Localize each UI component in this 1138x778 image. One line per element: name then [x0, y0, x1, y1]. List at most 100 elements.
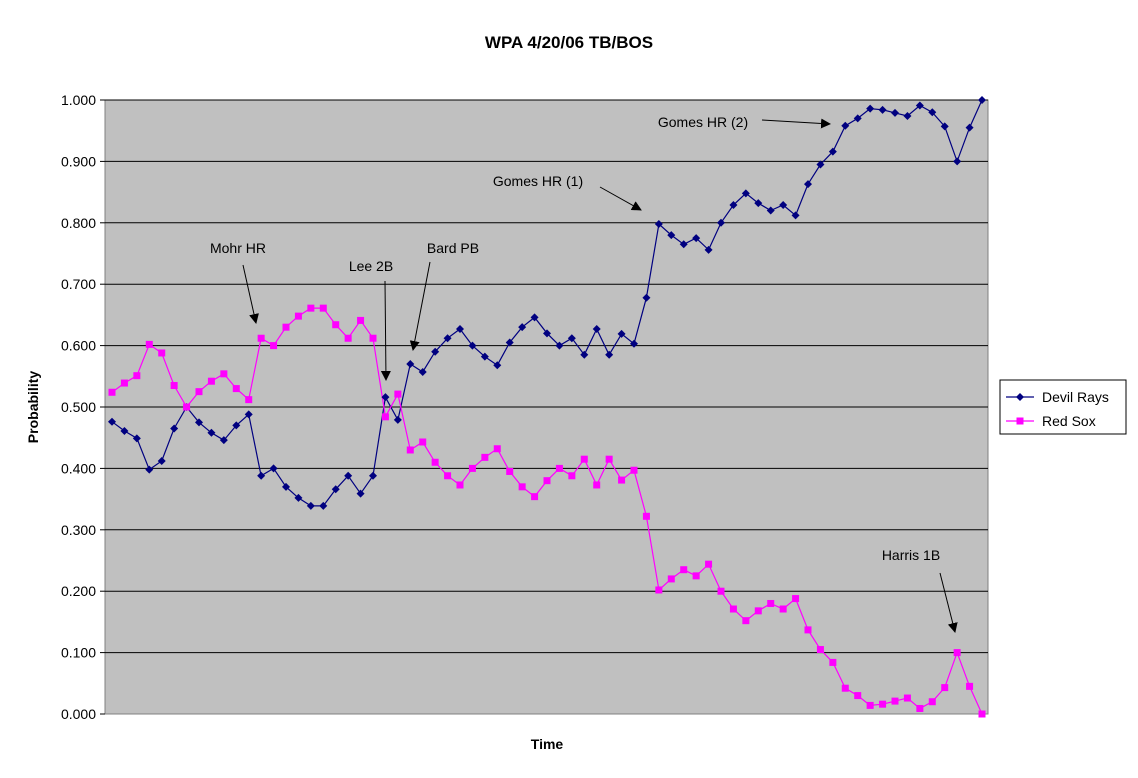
devil-rays-point: [580, 350, 589, 359]
red-sox-point: [966, 682, 974, 690]
red-sox-point: [220, 370, 228, 378]
red-sox-point: [456, 481, 464, 489]
legend-label-devil-rays: Devil Rays: [1042, 389, 1109, 405]
annotation-bard-pb: Bard PB: [427, 240, 479, 256]
devil-rays-point: [294, 493, 303, 502]
series-markers: [108, 96, 986, 718]
red-sox-point: [754, 607, 762, 615]
devil-rays-point: [306, 501, 315, 510]
annotations: Mohr HR Lee 2B Bard PB Gomes HR (1) Gomes HR…: [210, 114, 958, 633]
red-sox-point: [767, 599, 775, 607]
devil-rays-point: [244, 410, 253, 419]
devil-rays-point: [518, 323, 527, 332]
red-sox-point: [742, 617, 750, 625]
devil-rays-point: [965, 123, 974, 132]
red-sox-point: [928, 698, 936, 706]
red-sox-point: [133, 372, 141, 380]
red-sox-point: [680, 566, 688, 574]
devil-rays-point: [319, 501, 328, 510]
annotation-mohr-hr: Mohr HR: [210, 240, 266, 256]
red-sox-point: [792, 595, 800, 603]
devil-rays-point: [493, 361, 502, 370]
devil-rays-point: [878, 105, 887, 114]
devil-rays-point: [170, 424, 179, 433]
red-sox-point: [431, 458, 439, 466]
devil-rays-point: [418, 368, 427, 377]
y-tick-label: 0.500: [61, 399, 96, 415]
red-sox-point: [232, 385, 240, 393]
annotation-gomes-hr-2: Gomes HR (2): [658, 114, 748, 130]
devil-rays-point: [282, 482, 290, 491]
red-sox-point: [518, 483, 526, 491]
annotation-arrow: [939, 572, 958, 633]
devil-rays-point: [729, 200, 738, 209]
red-sox-point: [183, 403, 191, 411]
devil-rays-point: [642, 293, 651, 302]
red-sox-point: [568, 472, 576, 480]
devil-rays-point: [356, 489, 365, 498]
x-axis-title: Time: [531, 736, 564, 752]
red-sox-point: [618, 476, 626, 484]
legend-box: [999, 379, 1127, 435]
devil-rays-point: [741, 189, 750, 198]
red-sox-point: [854, 692, 862, 700]
red-sox-point: [655, 586, 663, 594]
devil-rays-point: [207, 428, 216, 437]
red-sox-point: [381, 413, 389, 421]
red-sox-point: [978, 710, 986, 718]
red-sox-point: [468, 464, 476, 472]
red-sox-point: [692, 572, 700, 580]
red-sox-point: [394, 390, 402, 398]
y-tick-label: 0.900: [61, 153, 96, 169]
devil-rays-point: [953, 157, 962, 166]
red-sox-point: [953, 649, 961, 657]
devil-rays-point: [915, 101, 924, 110]
red-sox-point: [170, 382, 178, 390]
red-sox-point: [642, 512, 650, 520]
y-tick-label: 0.000: [61, 706, 96, 722]
devil-rays-point: [369, 471, 377, 480]
y-tick-label: 1.000: [61, 92, 96, 108]
devil-rays-point: [480, 352, 489, 361]
annotation-harris-1b: Harris 1B: [882, 547, 940, 563]
red-sox-point: [506, 467, 514, 475]
devil-rays-point: [903, 111, 912, 120]
red-sox-point: [481, 453, 489, 461]
chart-title: WPA 4/20/06 TB/BOS: [485, 33, 653, 52]
red-sox-point: [332, 321, 340, 329]
devil-rays-point: [120, 426, 129, 435]
red-sox-point: [903, 694, 911, 702]
y-tick-label: 0.600: [61, 338, 96, 354]
annotation-arrow: [409, 261, 431, 351]
devil-rays-point: [381, 393, 390, 402]
red-sox-point: [816, 646, 824, 654]
annotation-arrow: [242, 264, 259, 324]
red-sox-point: [630, 466, 638, 474]
devil-rays-point: [804, 180, 812, 189]
red-sox-point: [257, 334, 265, 342]
red-sox-point: [207, 377, 215, 385]
red-sox-point: [270, 342, 278, 350]
red-sox-point: [543, 477, 551, 485]
red-sox-point: [667, 575, 675, 583]
red-sox-point: [779, 605, 787, 613]
devil-rays-point: [717, 218, 725, 227]
devil-rays-point: [667, 231, 676, 240]
devil-rays-point: [567, 334, 576, 343]
devil-rays-point: [978, 96, 986, 104]
gridlines: [105, 99, 988, 654]
red-sox-point: [891, 697, 899, 705]
devil-rays-point: [132, 434, 141, 443]
devil-rays-point: [928, 108, 937, 117]
devil-rays-point: [592, 325, 601, 334]
y-tick-label: 0.300: [61, 522, 96, 538]
devil-rays-point: [779, 200, 788, 209]
red-sox-point: [555, 464, 563, 472]
devil-rays-point: [828, 147, 837, 156]
devil-rays-point: [468, 341, 477, 350]
red-sox-point: [916, 704, 924, 712]
devil-rays-point: [866, 104, 875, 113]
y-axis: 0.000 0.100 0.200 0.300 0.400 0.500 0.600 0.700…: [61, 92, 105, 722]
devil-rays-point: [654, 220, 663, 229]
